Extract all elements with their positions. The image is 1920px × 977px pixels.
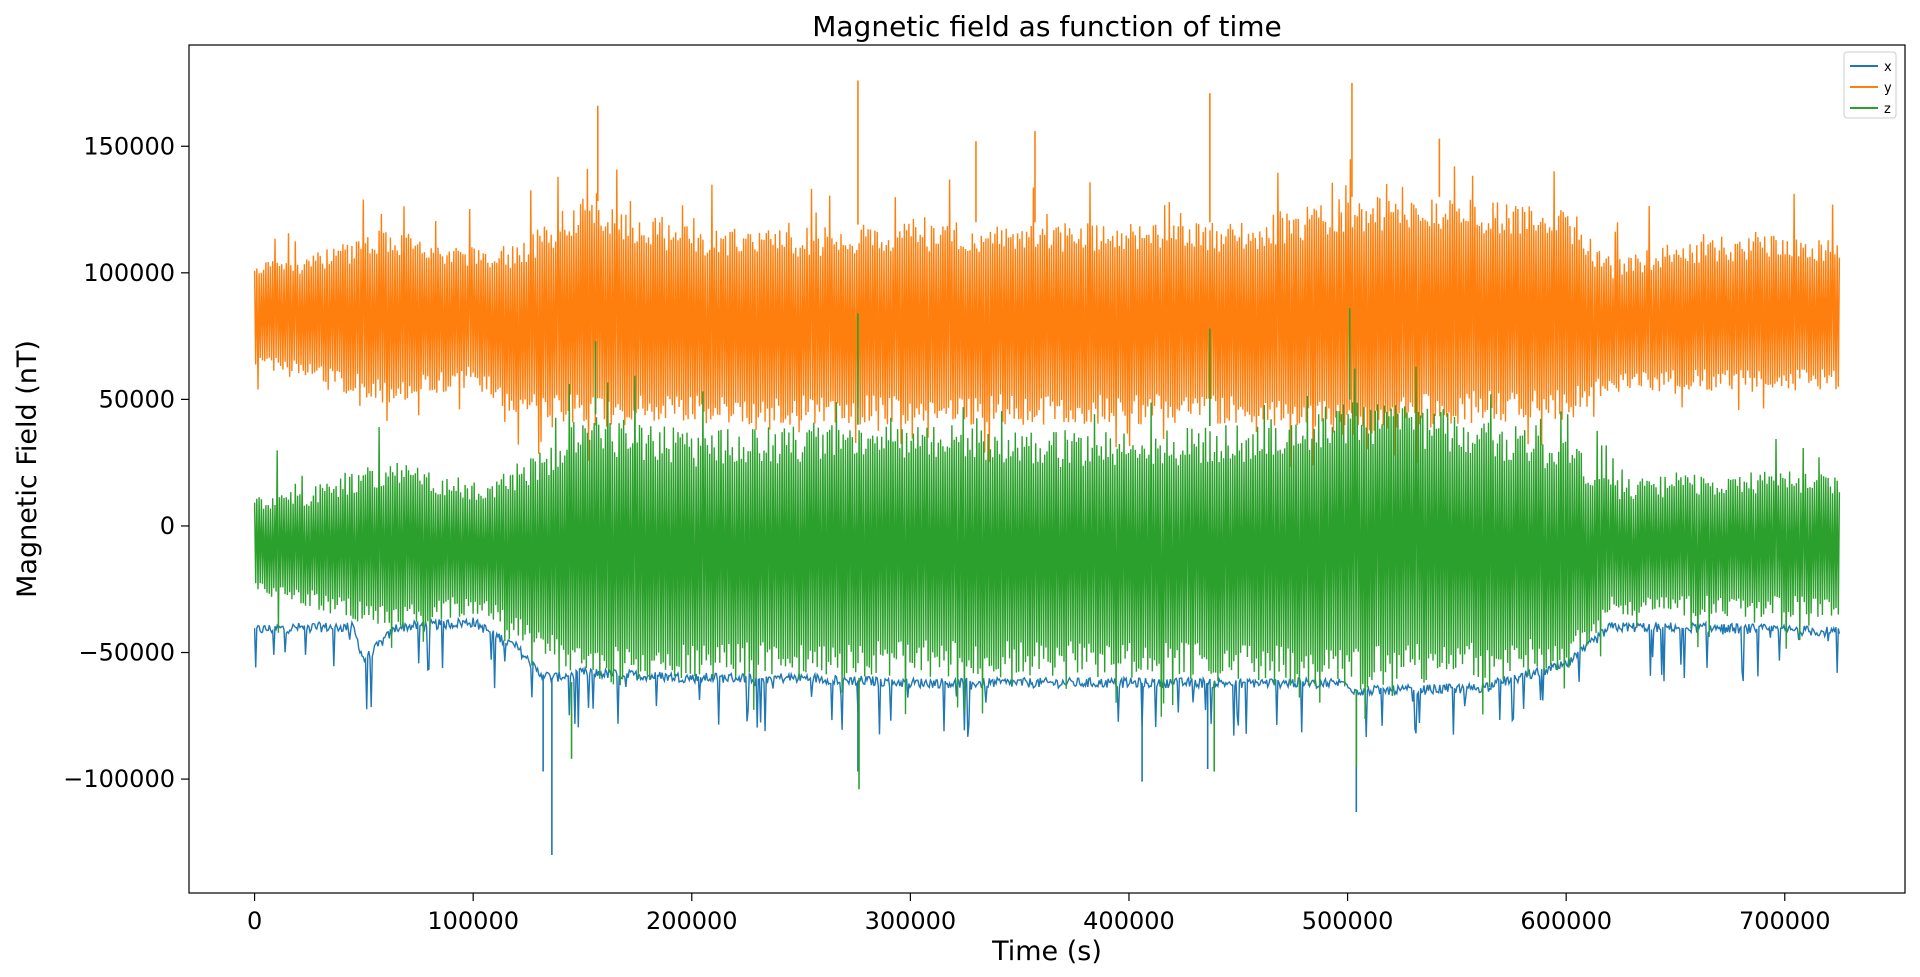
y-tick-label: 100000 bbox=[83, 259, 175, 287]
x-tick-label: 100000 bbox=[427, 907, 519, 935]
x-tick-label: 600000 bbox=[1520, 907, 1612, 935]
legend: xyz bbox=[1843, 51, 1897, 119]
x-tick-label: 700000 bbox=[1739, 907, 1831, 935]
legend-label-z: z bbox=[1884, 102, 1891, 117]
x-tick-label: 400000 bbox=[1083, 907, 1175, 935]
series-y bbox=[253, 80, 1841, 468]
legend-label-y: y bbox=[1884, 81, 1892, 96]
x-tick-label: 0 bbox=[247, 907, 262, 935]
y-axis: −100000 −50000 0 50000 100000 150000 bbox=[63, 132, 189, 793]
y-axis-label: Magnetic Field (nT) bbox=[12, 340, 43, 598]
x-tick-label: 300000 bbox=[865, 907, 957, 935]
series-z-line bbox=[253, 366, 1841, 720]
series-x-line bbox=[253, 616, 1841, 738]
x-axis: 0 100000 200000 300000 400000 500000 600000 700… bbox=[247, 893, 1831, 935]
y-tick-label: 50000 bbox=[99, 385, 175, 413]
series-y-line bbox=[253, 159, 1841, 468]
legend-box bbox=[1843, 51, 1897, 119]
x-axis-label: Time (s) bbox=[991, 936, 1102, 967]
x-tick-label: 500000 bbox=[1302, 907, 1394, 935]
y-tick-label: −100000 bbox=[63, 765, 175, 793]
series-z bbox=[253, 308, 1841, 790]
legend-label-x: x bbox=[1884, 60, 1892, 75]
plot-frame bbox=[188, 44, 1906, 894]
y-tick-label: 0 bbox=[160, 512, 175, 540]
chart-title: Magnetic field as function of time bbox=[812, 10, 1282, 43]
series-layer bbox=[253, 80, 1841, 856]
x-tick-label: 200000 bbox=[646, 907, 738, 935]
y-tick-label: 150000 bbox=[83, 132, 175, 160]
y-tick-label: −50000 bbox=[79, 639, 175, 667]
